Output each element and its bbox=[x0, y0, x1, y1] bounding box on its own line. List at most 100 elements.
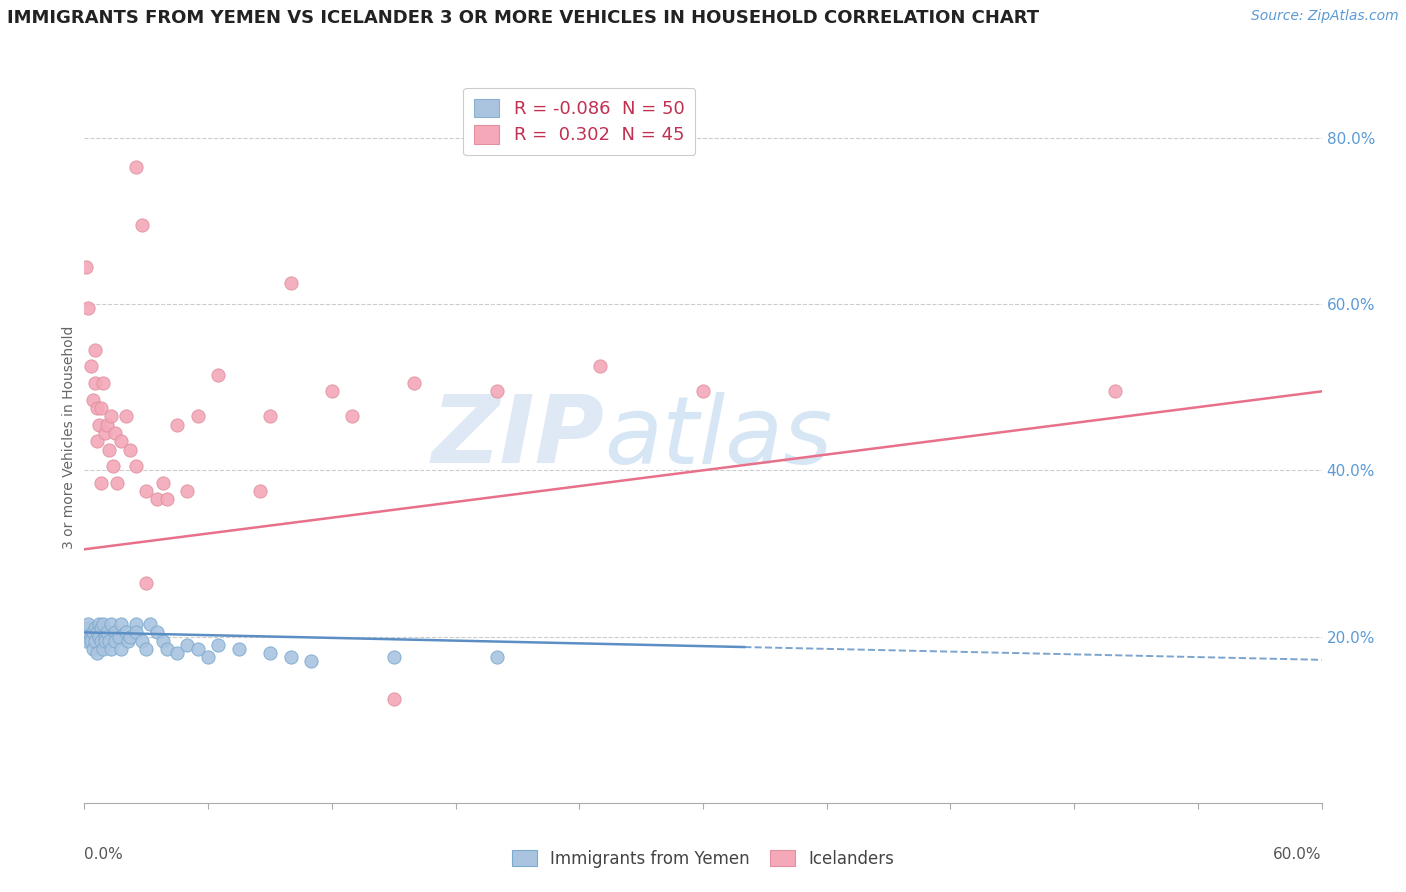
Point bbox=[342, 409, 364, 424]
Point bbox=[94, 630, 117, 644]
Point bbox=[114, 625, 136, 640]
Point bbox=[94, 633, 117, 648]
Point bbox=[87, 617, 110, 632]
Point bbox=[87, 417, 110, 432]
Point bbox=[156, 642, 179, 657]
Text: 0.0%: 0.0% bbox=[84, 847, 124, 862]
Point bbox=[98, 633, 121, 648]
Point bbox=[94, 425, 117, 440]
Point bbox=[125, 160, 148, 174]
Point bbox=[135, 484, 157, 499]
Point bbox=[104, 425, 127, 440]
Point bbox=[86, 625, 108, 640]
Point bbox=[100, 642, 122, 657]
Point bbox=[187, 642, 209, 657]
Point bbox=[280, 650, 302, 665]
Legend: Immigrants from Yemen, Icelanders: Immigrants from Yemen, Icelanders bbox=[505, 844, 901, 875]
Point bbox=[228, 642, 250, 657]
Point bbox=[91, 376, 114, 390]
Point bbox=[176, 638, 198, 652]
Point bbox=[125, 617, 148, 632]
Point bbox=[145, 625, 167, 640]
Point bbox=[139, 617, 162, 632]
Point bbox=[187, 409, 209, 424]
Point bbox=[114, 409, 136, 424]
Point bbox=[91, 642, 114, 657]
Point bbox=[83, 633, 105, 648]
Y-axis label: 3 or more Vehicles in Household: 3 or more Vehicles in Household bbox=[62, 326, 76, 549]
Point bbox=[82, 625, 104, 640]
Point bbox=[86, 434, 108, 449]
Point bbox=[382, 692, 405, 706]
Text: IMMIGRANTS FROM YEMEN VS ICELANDER 3 OR MORE VEHICLES IN HOUSEHOLD CORRELATION C: IMMIGRANTS FROM YEMEN VS ICELANDER 3 OR … bbox=[7, 9, 1039, 27]
Point bbox=[207, 638, 229, 652]
Point bbox=[90, 401, 112, 415]
Point bbox=[77, 621, 100, 635]
Text: Source: ZipAtlas.com: Source: ZipAtlas.com bbox=[1251, 9, 1399, 23]
Point bbox=[104, 625, 127, 640]
Point bbox=[382, 650, 405, 665]
Legend: R = -0.086  N = 50, R =  0.302  N = 45: R = -0.086 N = 50, R = 0.302 N = 45 bbox=[463, 87, 696, 155]
Point bbox=[77, 301, 100, 316]
Point bbox=[83, 343, 105, 357]
Point bbox=[96, 625, 118, 640]
Point bbox=[108, 630, 131, 644]
Point bbox=[589, 359, 612, 374]
Point bbox=[110, 642, 132, 657]
Point bbox=[207, 368, 229, 382]
Point bbox=[82, 392, 104, 407]
Point bbox=[299, 655, 322, 669]
Point bbox=[259, 409, 281, 424]
Point bbox=[79, 633, 101, 648]
Point bbox=[90, 621, 112, 635]
Point bbox=[692, 384, 714, 399]
Point bbox=[87, 630, 110, 644]
Point bbox=[75, 633, 97, 648]
Point bbox=[90, 633, 112, 648]
Point bbox=[485, 384, 508, 399]
Point bbox=[176, 484, 198, 499]
Point bbox=[1104, 384, 1126, 399]
Point bbox=[100, 617, 122, 632]
Text: 60.0%: 60.0% bbox=[1274, 847, 1322, 862]
Point bbox=[100, 409, 122, 424]
Point bbox=[135, 575, 157, 590]
Point bbox=[156, 492, 179, 507]
Point bbox=[96, 417, 118, 432]
Point bbox=[79, 359, 101, 374]
Point bbox=[91, 617, 114, 632]
Point bbox=[259, 646, 281, 660]
Point bbox=[321, 384, 343, 399]
Point bbox=[131, 218, 153, 232]
Point bbox=[125, 625, 148, 640]
Point bbox=[117, 633, 139, 648]
Point bbox=[152, 633, 174, 648]
Point bbox=[404, 376, 426, 390]
Point bbox=[197, 650, 219, 665]
Point bbox=[83, 376, 105, 390]
Point bbox=[249, 484, 271, 499]
Point bbox=[86, 401, 108, 415]
Point bbox=[145, 492, 167, 507]
Point bbox=[90, 475, 112, 490]
Text: ZIP: ZIP bbox=[432, 391, 605, 483]
Point bbox=[166, 646, 188, 660]
Point bbox=[110, 617, 132, 632]
Point bbox=[280, 277, 302, 291]
Point bbox=[485, 650, 508, 665]
Point bbox=[75, 260, 97, 274]
Point bbox=[104, 633, 127, 648]
Point bbox=[110, 434, 132, 449]
Point bbox=[152, 475, 174, 490]
Point bbox=[103, 459, 125, 474]
Point bbox=[79, 630, 101, 644]
Point bbox=[125, 459, 148, 474]
Point bbox=[105, 475, 128, 490]
Point bbox=[83, 621, 105, 635]
Point bbox=[82, 642, 104, 657]
Point bbox=[98, 442, 121, 457]
Point bbox=[77, 617, 100, 632]
Text: atlas: atlas bbox=[605, 392, 832, 483]
Point bbox=[118, 442, 141, 457]
Point bbox=[131, 633, 153, 648]
